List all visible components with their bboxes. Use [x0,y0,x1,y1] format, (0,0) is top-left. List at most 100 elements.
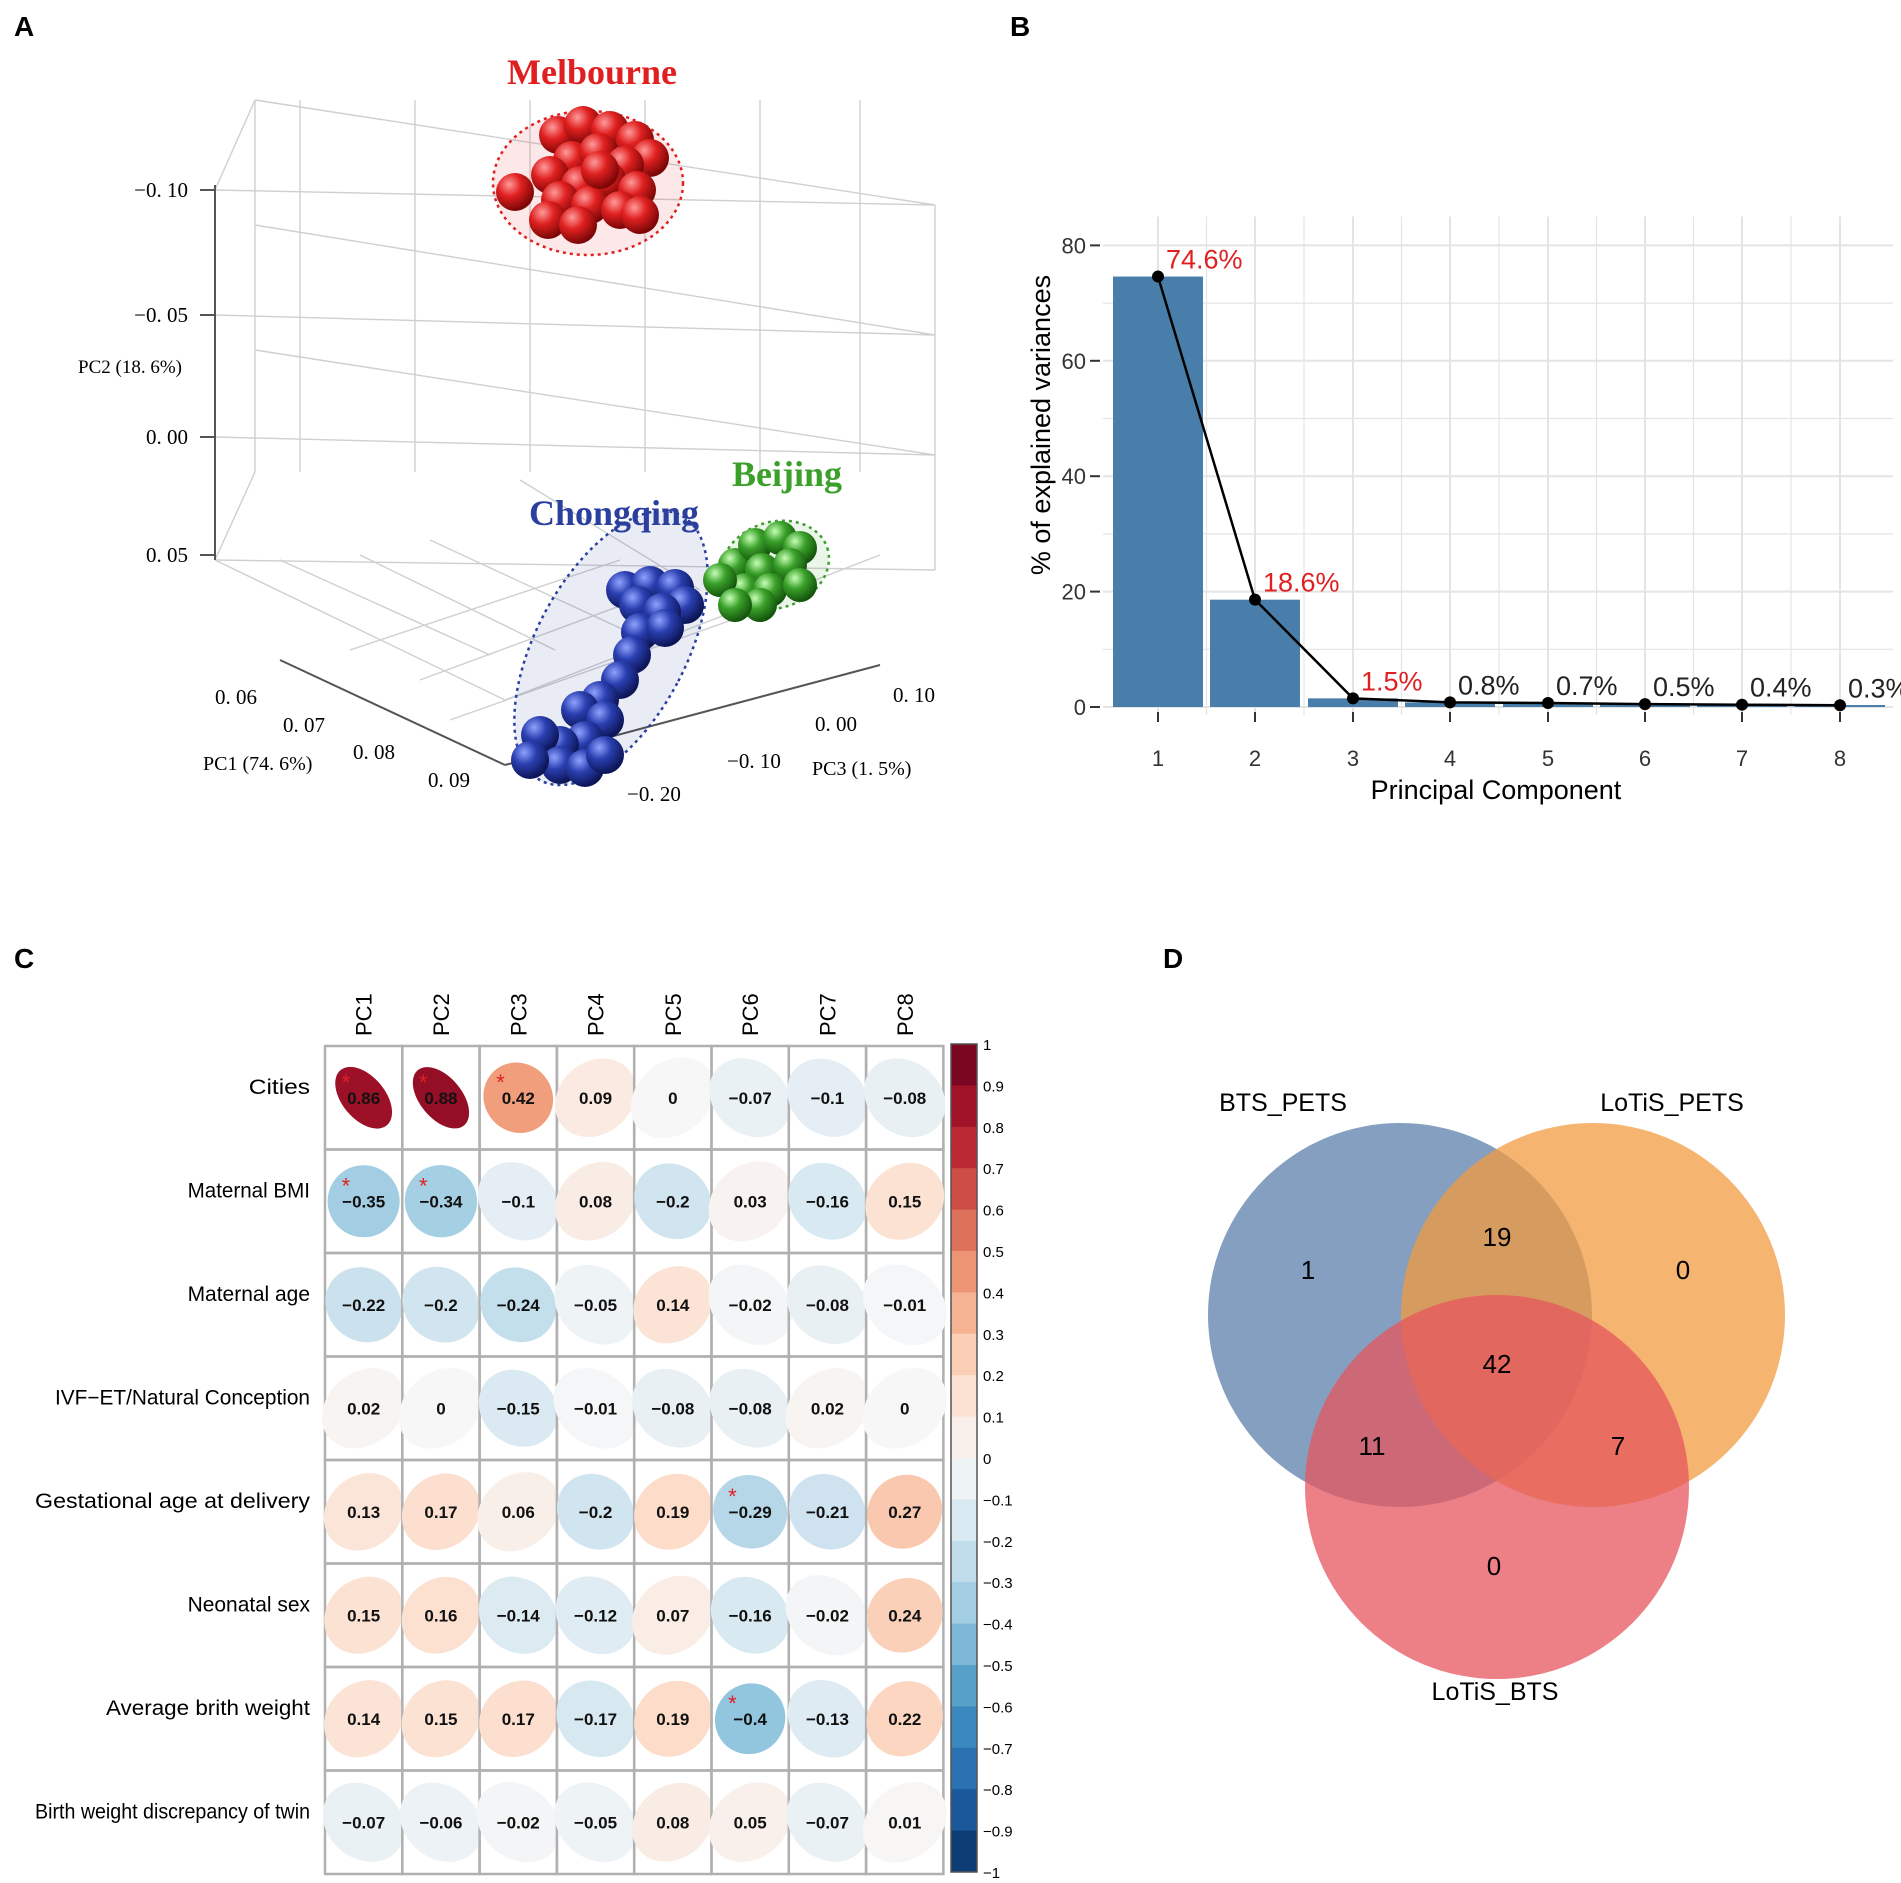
c-col-label-PC4: PC4 [584,993,609,1036]
chongqing-point-18 [586,736,624,774]
colorbar-segment-15 [951,1665,977,1707]
colorbar-segment-6 [951,1292,977,1335]
c-col-label-PC8: PC8 [893,993,918,1036]
c-col-label-PC3: PC3 [506,993,531,1036]
c-value-3-7: 0 [900,1399,909,1418]
c-value-1-4: −0.2 [656,1192,690,1211]
c-sig-mark-0-2: * [496,1070,505,1095]
colorbar-segment-12 [951,1540,977,1583]
c-value-5-5: −0.16 [729,1606,772,1625]
c-ellipse-1-2 [477,1162,559,1241]
b-xtick-3: 3 [1347,746,1359,771]
c-ellipse-7-2 [476,1782,561,1863]
b-bar-label-3: 1.5% [1361,666,1423,696]
colorbar-segment-11 [951,1499,977,1542]
c-ellipse-3-7 [862,1367,947,1449]
c-ellipse-0-1 [412,1067,470,1129]
pc3-axis-label: PC3 (1. 5%) [812,758,911,780]
c-value-6-5: −0.4 [733,1710,767,1729]
c-ellipse-4-2 [477,1472,560,1552]
c-value-0-3: 0.09 [579,1089,612,1108]
colorbar-tick-2: 0.8 [983,1120,1004,1137]
b-ylabel: % of explained variances [1026,275,1056,575]
colorbar-segment-18 [951,1789,977,1832]
c-ellipse-7-1 [399,1782,483,1862]
c-value-4-1: 0.17 [424,1503,457,1522]
c-value-1-0: −0.35 [342,1192,385,1211]
c-col-label-PC1: PC1 [352,993,377,1036]
c-value-4-3: −0.2 [579,1503,613,1522]
c-row-label-3: IVF−ET/Natural Conception [55,1386,310,1409]
pc2-tick-3: 0. 05 [146,543,188,567]
c-ellipse-2-4 [633,1266,713,1344]
c-value-4-7: 0.27 [888,1503,921,1522]
c-value-7-5: 0.05 [734,1813,767,1832]
b-bar-label-4: 0.8% [1458,670,1520,700]
c-ellipse-2-0 [325,1267,402,1343]
c-value-6-3: −0.17 [574,1710,617,1729]
c-row-label-4: Gestational age at delivery [35,1490,311,1513]
c-ellipse-7-7 [862,1781,947,1863]
c-value-7-3: −0.05 [574,1813,617,1832]
b-xtick-8: 8 [1834,746,1846,771]
c-value-6-7: 0.22 [888,1710,921,1729]
colorbar-segment-13 [951,1582,977,1625]
venn-count-lotis-pets-lotis-bts: 7 [1611,1431,1625,1461]
c-value-6-1: 0.15 [424,1710,457,1729]
venn-set-label-lotis-bts: LoTiS_BTS [1432,1678,1559,1706]
colorbar-tick-10: 0 [983,1451,991,1468]
c-ellipse-2-3 [554,1264,637,1345]
panel-label-a: A [14,11,34,42]
c-value-2-5: −0.02 [729,1296,772,1315]
c-value-0-1: 0.88 [424,1089,457,1108]
colorbar-segment-14 [951,1623,977,1666]
c-value-5-2: −0.14 [497,1606,541,1625]
c-value-6-0: 0.14 [347,1710,381,1729]
c-ellipse-0-0 [335,1066,393,1129]
b-xlabel: Principal Component [1371,775,1622,805]
c-ellipse-6-0 [324,1680,404,1758]
b-ytick-60: 60 [1062,349,1086,374]
b-point-1 [1152,270,1164,283]
c-ellipse-0-4 [630,1057,716,1139]
beijing-point-10 [743,588,777,622]
pc3-tick-2: −0. 10 [727,749,781,773]
c-value-7-4: 0.08 [656,1813,689,1832]
pc2-tick-2: 0. 00 [146,425,188,449]
b-ytick-0: 0 [1074,695,1086,720]
venn-count-all-three: 42 [1483,1349,1512,1379]
b-xtick-2: 2 [1249,746,1261,771]
c-row-label-6: Average brith weight [106,1697,310,1720]
c-value-5-7: 0.24 [888,1606,922,1625]
colorbar-segment-0 [951,1044,977,1086]
c-value-0-4: 0 [668,1089,677,1108]
c-value-1-5: 0.03 [734,1192,767,1211]
c-value-0-6: −0.1 [811,1089,845,1108]
b-ytick-20: 20 [1062,580,1086,605]
b-point-7 [1736,698,1748,711]
c-ellipse-5-4 [631,1575,714,1655]
c-value-1-7: 0.15 [888,1192,921,1211]
b-bar-label-5: 0.7% [1556,671,1618,701]
c-ellipse-4-5 [713,1475,788,1549]
c-value-3-5: −0.08 [729,1399,772,1418]
c-ellipse-6-7 [866,1681,943,1757]
c-value-6-4: 0.19 [656,1710,689,1729]
c-ellipse-6-4 [634,1680,712,1757]
colorbar-tick-3: 0.7 [983,1161,1004,1178]
c-ellipse-5-7 [866,1577,943,1653]
colorbar-tick-11: −0.1 [983,1492,1013,1509]
c-value-4-5: −0.29 [729,1503,772,1522]
melbourne-point-16 [529,201,567,239]
c-ellipse-2-6 [786,1265,869,1345]
c-ellipse-3-6 [785,1368,870,1449]
b-xtick-7: 7 [1736,746,1748,771]
c-ellipse-5-2 [478,1576,558,1654]
beijing-point-8 [783,568,817,602]
pc3-tick-1: 0. 00 [815,712,857,736]
c-ellipse-5-0 [324,1576,404,1654]
c-ellipse-2-2 [480,1267,557,1343]
c-ellipse-3-0 [321,1368,406,1449]
c-value-5-6: −0.02 [806,1606,849,1625]
